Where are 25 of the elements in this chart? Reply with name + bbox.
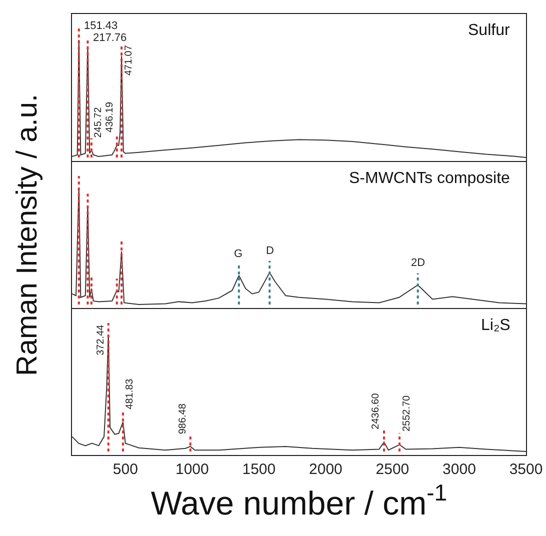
ref-line-label: 372.44 [95, 324, 106, 356]
x-tick-label: 3500 [509, 461, 543, 478]
ref-line-label: D [266, 245, 274, 257]
chart-title: S-MWCNTs composite [349, 170, 510, 187]
ref-line-label: G [234, 248, 243, 260]
x-tick-label: 1000 [175, 461, 209, 478]
chart-title: Li₂S [481, 317, 510, 334]
x-tick-label: 2500 [376, 461, 410, 478]
y-axis-title: Raman Intensity / a.u. [12, 94, 44, 376]
ref-line-label: 481.83 [124, 378, 136, 410]
x-tick-label: 3000 [442, 461, 476, 478]
ref-line-label: 471.07 [123, 44, 134, 76]
ref-line-label: 2552.70 [401, 394, 412, 432]
ref-line-label: 151.43 [84, 20, 118, 32]
x-tick-label: 2000 [309, 461, 342, 478]
ref-line-label: 245.72 [93, 106, 104, 138]
x-tick-label: 500 [112, 461, 138, 478]
chart-title: Sulfur [468, 22, 510, 39]
ref-line-label: 436.19 [104, 101, 116, 132]
ref-line-label: 2D [411, 257, 426, 269]
x-axis-title: Wave number / cm$^{-1}$ [150, 480, 448, 522]
ref-line-label: 217.76 [93, 32, 127, 44]
x-tick-label: 1500 [242, 461, 276, 478]
ref-line-label: 2436.60 [370, 392, 382, 430]
ref-line-label: 986.48 [178, 403, 189, 434]
